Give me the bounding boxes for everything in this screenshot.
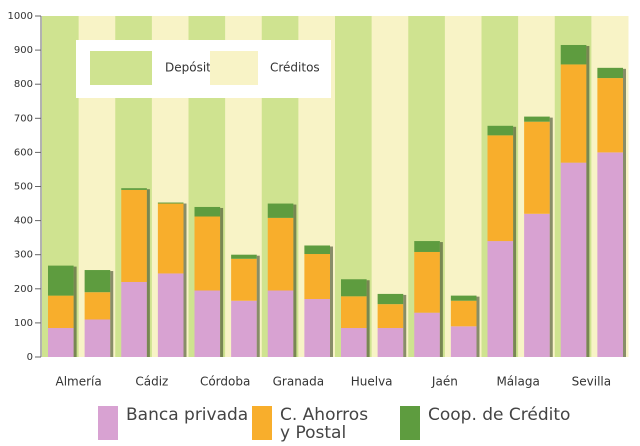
bar-segment <box>450 295 477 301</box>
y-tick-label: 800 <box>14 79 33 90</box>
bar-segment <box>267 217 294 291</box>
bar-segment <box>414 312 440 357</box>
bar-segment <box>231 258 257 301</box>
y-tick-label: 700 <box>14 113 33 124</box>
y-tick-label: 200 <box>14 284 33 295</box>
x-tick-label: Granada <box>273 375 325 389</box>
bar-segment <box>524 213 550 357</box>
legend: Banca privada C. Ahorros y Postal Coop. de… <box>0 400 640 446</box>
legend-label: Coop. de Crédito <box>428 405 571 425</box>
bar-segment <box>157 273 184 357</box>
bar-shadow <box>403 294 407 357</box>
bar-shadow <box>330 246 333 357</box>
bar-segment <box>304 299 330 357</box>
x-tick-label: Sevilla <box>572 375 611 389</box>
bar-segment <box>194 216 221 291</box>
bar-shadow <box>220 207 224 357</box>
bar-segment <box>487 241 514 357</box>
bar-shadow <box>513 126 517 357</box>
bar-segment <box>304 245 330 255</box>
bar-shadow <box>476 296 480 357</box>
legend-label: C. Ahorros y Postal <box>280 405 369 443</box>
bar-segment <box>267 203 294 218</box>
bar-shadow <box>146 189 150 357</box>
bar-segment <box>450 326 477 357</box>
bar-shadow <box>110 271 114 357</box>
bar-segment <box>377 293 404 305</box>
x-tick-label: Cádiz <box>135 375 168 389</box>
bar-segment <box>560 64 587 163</box>
bar-segment <box>121 188 147 190</box>
bar-segment <box>377 328 404 357</box>
legend-label: Banca privada <box>126 405 249 425</box>
bar-segment <box>377 304 404 329</box>
bar-shadow <box>549 117 553 357</box>
bar-segment <box>48 295 74 329</box>
legend-item: Banca privada <box>98 406 248 440</box>
bar-segment <box>414 241 440 252</box>
bar-segment <box>560 44 587 65</box>
bar-shadow <box>623 68 626 357</box>
legend-item: C. Ahorros y Postal <box>252 406 368 442</box>
y-tick-label: 900 <box>14 45 33 56</box>
bar-segment <box>194 290 221 357</box>
bar-segment <box>487 135 514 242</box>
bar-segment <box>341 296 367 329</box>
bar-segment <box>121 189 147 282</box>
bar-segment <box>84 270 111 293</box>
bar-shadow <box>183 203 187 357</box>
legend-swatch <box>400 406 420 440</box>
bar-segment <box>304 254 330 300</box>
legend-item: Coop. de Crédito <box>400 406 570 440</box>
x-tick-label: Almería <box>56 375 102 389</box>
bar-segment <box>341 279 367 297</box>
bar-segment <box>487 125 514 136</box>
bar-segment <box>48 265 74 296</box>
bar-segment <box>267 290 294 357</box>
legend-swatch <box>210 51 258 85</box>
bar-segment <box>231 254 257 259</box>
bar-segment <box>48 328 74 357</box>
bar-segment <box>524 116 550 122</box>
x-tick-label: Jaén <box>431 375 458 389</box>
legend-label: Créditos <box>270 61 320 75</box>
bar-segment <box>121 281 147 357</box>
x-tick-label: Córdoba <box>200 375 250 389</box>
bar-segment <box>597 67 623 79</box>
bar-segment <box>157 202 184 204</box>
chart: 0 100 200 300 400 500 600 700 800 900 1000 Almería C… <box>8 11 629 389</box>
bar-shadow <box>256 255 260 357</box>
bar-segment <box>560 162 587 357</box>
bar-segment <box>450 300 477 327</box>
bar-segment <box>597 152 623 357</box>
bar-shadow <box>293 204 297 357</box>
bar-shadow <box>366 280 370 357</box>
bar-segment <box>194 206 221 217</box>
bar-segment <box>341 328 367 357</box>
legend-swatch <box>98 406 118 440</box>
bar-shadow <box>73 266 77 357</box>
x-tick-label: Huelva <box>351 375 393 389</box>
y-tick-label: 500 <box>14 182 33 193</box>
bar-segment <box>231 300 257 357</box>
x-tick-label: Málaga <box>496 375 539 389</box>
legend-swatch <box>90 51 152 85</box>
legend-label: Depósitos <box>165 61 224 75</box>
y-tick-label: 300 <box>14 250 33 261</box>
legend-swatch <box>252 406 272 440</box>
bar-segment <box>84 292 111 320</box>
bar-segment <box>84 319 111 357</box>
y-tick-label: 1000 <box>8 11 33 22</box>
bar-shadow <box>586 45 590 358</box>
bar-segment <box>524 121 550 214</box>
bar-segment <box>597 78 623 153</box>
bar-segment <box>157 203 184 274</box>
bar-segment <box>414 251 440 313</box>
y-tick-label: 600 <box>14 147 33 158</box>
y-tick-label: 100 <box>14 318 33 329</box>
y-tick-label: 400 <box>14 216 33 227</box>
y-tick-label: 0 <box>27 352 33 363</box>
bar-shadow <box>439 242 443 357</box>
